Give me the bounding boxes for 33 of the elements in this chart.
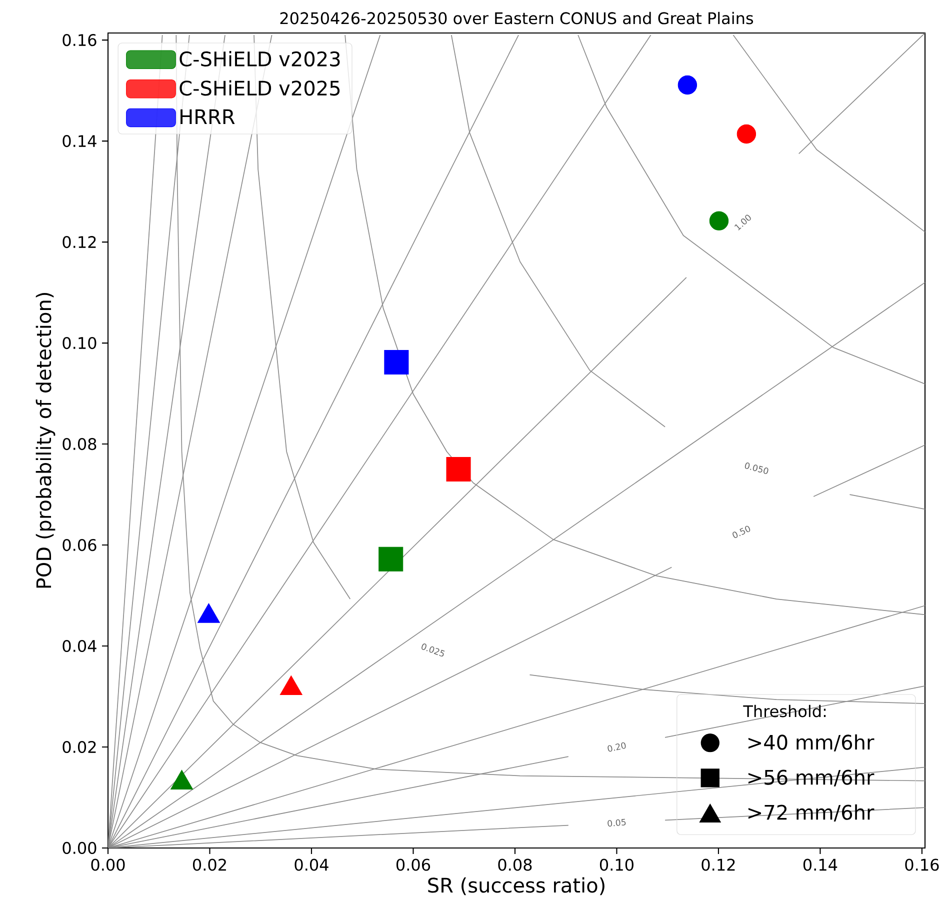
y-tick-label: 0.06: [62, 538, 96, 552]
x-tick-label: 0.00: [91, 858, 125, 871]
annotation: >56 mm/6hr: [748, 769, 874, 786]
annotation: 0.025: [422, 644, 445, 657]
y-tick-label: 0.12: [62, 236, 96, 248]
legend-label: HRRR: [180, 109, 235, 124]
x-axis-title: SR (success ratio): [428, 877, 604, 896]
y-tick-label: 0.02: [62, 740, 96, 754]
chart-title: 20250426-20250530 over Eastern CONUS and Great Plains: [280, 12, 754, 24]
y-tick-label: 0.04: [62, 640, 96, 652]
x-tick-label: 0.16: [905, 858, 939, 871]
y-tick-label: 0.08: [62, 438, 96, 450]
y-axis-title: POD (probability of detection): [36, 293, 56, 588]
x-tick-label: 0.10: [600, 858, 634, 871]
y-tick-label: 0.16: [62, 34, 96, 46]
legend-label: C-SHiELD v2023: [180, 51, 340, 67]
y-tick-label: 0.10: [62, 336, 96, 350]
x-tick-label: 0.12: [702, 858, 735, 871]
annotation: 0.20: [608, 742, 626, 752]
y-tick-label: 0.00: [62, 842, 96, 854]
legend-label: C-SHiELD v2025: [180, 80, 340, 96]
x-tick-label: 0.02: [192, 858, 226, 871]
annotation: >40 mm/6hr: [748, 734, 874, 752]
legend-title: Threshold:: [743, 704, 826, 718]
annotation: 0.05: [608, 818, 626, 827]
x-tick-label: 0.14: [803, 858, 838, 871]
annotation: >72 mm/6hr: [748, 804, 874, 822]
annotation: 0.050: [744, 462, 768, 474]
x-tick-label: 0.04: [294, 858, 328, 871]
x-tick-label: 0.08: [498, 858, 532, 871]
annotation: 0.50: [732, 526, 750, 538]
y-tick-label: 0.14: [62, 134, 96, 148]
x-tick-label: 0.06: [396, 858, 430, 871]
